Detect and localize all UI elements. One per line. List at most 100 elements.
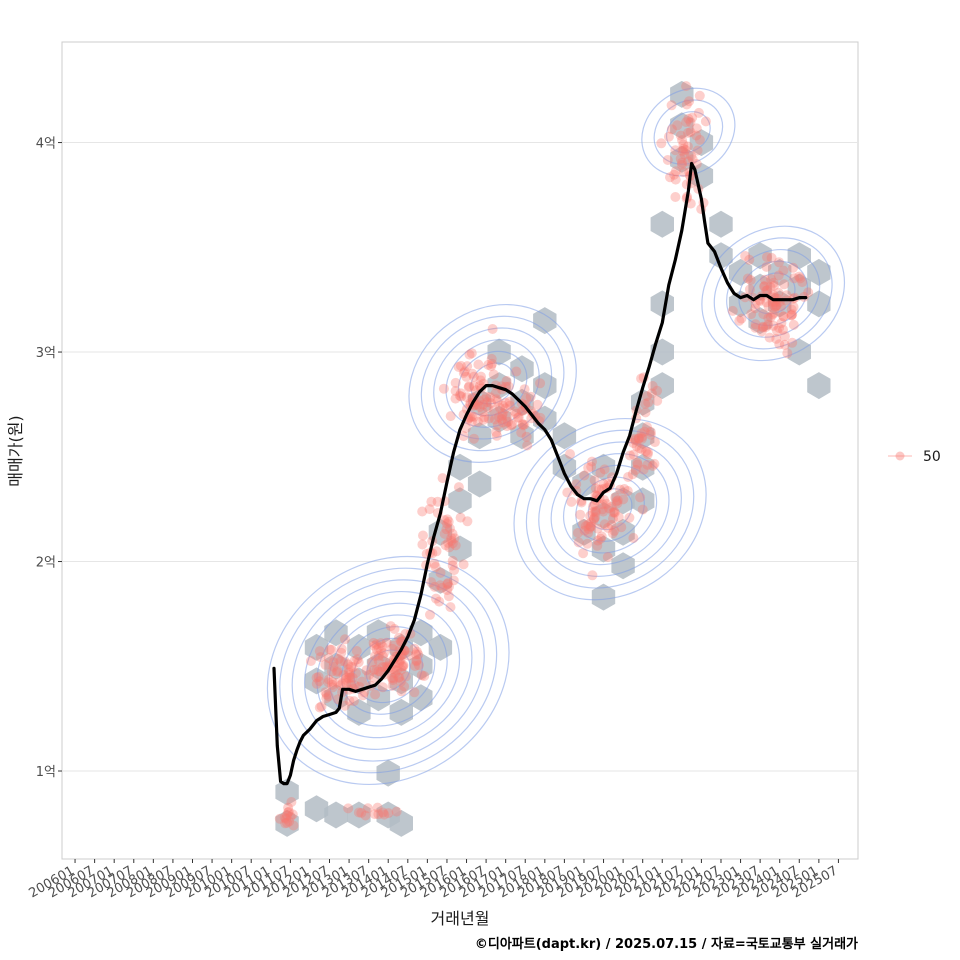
data-point bbox=[437, 473, 448, 484]
data-point bbox=[336, 643, 347, 654]
data-point bbox=[409, 643, 420, 654]
data-point bbox=[649, 458, 660, 469]
hex-bin bbox=[467, 422, 492, 450]
hex-bin bbox=[787, 273, 811, 301]
data-point bbox=[609, 507, 620, 517]
data-point bbox=[592, 523, 603, 534]
data-point bbox=[434, 596, 445, 607]
data-point bbox=[588, 507, 599, 517]
density-contour bbox=[713, 237, 833, 350]
data-point bbox=[579, 470, 590, 481]
data-point bbox=[599, 464, 610, 475]
data-point bbox=[602, 552, 613, 562]
data-point bbox=[501, 421, 512, 432]
hex-bin bbox=[409, 652, 433, 680]
data-point bbox=[761, 285, 772, 296]
data-point bbox=[675, 130, 686, 141]
data-point bbox=[795, 273, 806, 284]
data-point bbox=[636, 428, 647, 439]
data-point bbox=[483, 359, 494, 370]
data-point bbox=[645, 426, 656, 437]
data-point bbox=[683, 113, 694, 124]
data-point bbox=[502, 411, 513, 422]
data-point bbox=[450, 540, 461, 551]
data-point bbox=[323, 691, 334, 702]
data-point bbox=[669, 169, 680, 180]
data-point bbox=[351, 646, 362, 656]
data-point bbox=[486, 398, 497, 409]
data-point bbox=[353, 807, 364, 818]
data-point bbox=[461, 371, 472, 382]
data-point bbox=[450, 377, 461, 388]
data-point bbox=[590, 506, 601, 516]
hex-bin bbox=[467, 470, 492, 498]
data-point bbox=[341, 674, 352, 685]
data-point bbox=[762, 285, 773, 295]
data-point bbox=[343, 659, 353, 670]
data-point bbox=[760, 274, 770, 285]
data-point bbox=[642, 459, 653, 470]
data-point bbox=[373, 655, 384, 666]
data-point bbox=[573, 537, 584, 548]
data-point bbox=[670, 145, 681, 156]
density-contour bbox=[653, 99, 724, 165]
data-point bbox=[386, 672, 397, 683]
data-point bbox=[788, 319, 799, 330]
data-point bbox=[771, 300, 781, 311]
density-contour bbox=[457, 350, 528, 417]
legend: 50 bbox=[888, 449, 941, 465]
data-point bbox=[579, 525, 590, 536]
data-point bbox=[357, 676, 367, 687]
data-point bbox=[511, 366, 522, 377]
data-point bbox=[280, 818, 291, 829]
data-point bbox=[378, 807, 388, 818]
data-point bbox=[490, 388, 501, 399]
density-contour bbox=[408, 303, 577, 463]
data-point bbox=[656, 138, 667, 149]
data-point bbox=[403, 650, 414, 661]
data-point bbox=[450, 393, 461, 404]
data-point bbox=[589, 475, 600, 486]
trend-line bbox=[272, 161, 808, 786]
data-point bbox=[670, 174, 681, 185]
data-point bbox=[444, 581, 454, 592]
data-point bbox=[424, 504, 435, 515]
hex-bin bbox=[768, 290, 792, 318]
data-point bbox=[360, 810, 371, 821]
hex-bin bbox=[347, 633, 371, 661]
data-point bbox=[766, 252, 777, 263]
data-point bbox=[670, 166, 681, 177]
data-point bbox=[758, 309, 769, 320]
data-point bbox=[640, 407, 651, 418]
data-point bbox=[627, 469, 638, 480]
data-point bbox=[590, 483, 601, 494]
data-point bbox=[464, 349, 475, 360]
data-point bbox=[501, 376, 512, 386]
density-contour bbox=[701, 225, 846, 362]
density-contour bbox=[665, 111, 711, 154]
data-point bbox=[586, 461, 597, 472]
data-point bbox=[395, 655, 406, 666]
data-point bbox=[492, 420, 503, 430]
data-point bbox=[390, 668, 401, 679]
data-point bbox=[585, 510, 596, 521]
data-point bbox=[638, 464, 649, 475]
data-point bbox=[575, 509, 586, 520]
data-point bbox=[283, 806, 294, 817]
data-point bbox=[373, 666, 384, 677]
x-axis-ticks: 2006012006072007012007072008012008072009… bbox=[27, 859, 840, 901]
data-point bbox=[774, 257, 784, 268]
data-point bbox=[439, 515, 450, 526]
data-point bbox=[429, 558, 440, 569]
data-point bbox=[750, 303, 761, 314]
data-point bbox=[682, 141, 693, 152]
data-point bbox=[394, 632, 404, 643]
data-point bbox=[379, 809, 390, 820]
data-point bbox=[767, 299, 778, 310]
data-point bbox=[803, 287, 814, 298]
data-point bbox=[505, 400, 515, 411]
data-point bbox=[516, 406, 527, 417]
data-point bbox=[418, 530, 428, 541]
data-point bbox=[607, 528, 618, 539]
hex-bin bbox=[304, 795, 329, 823]
